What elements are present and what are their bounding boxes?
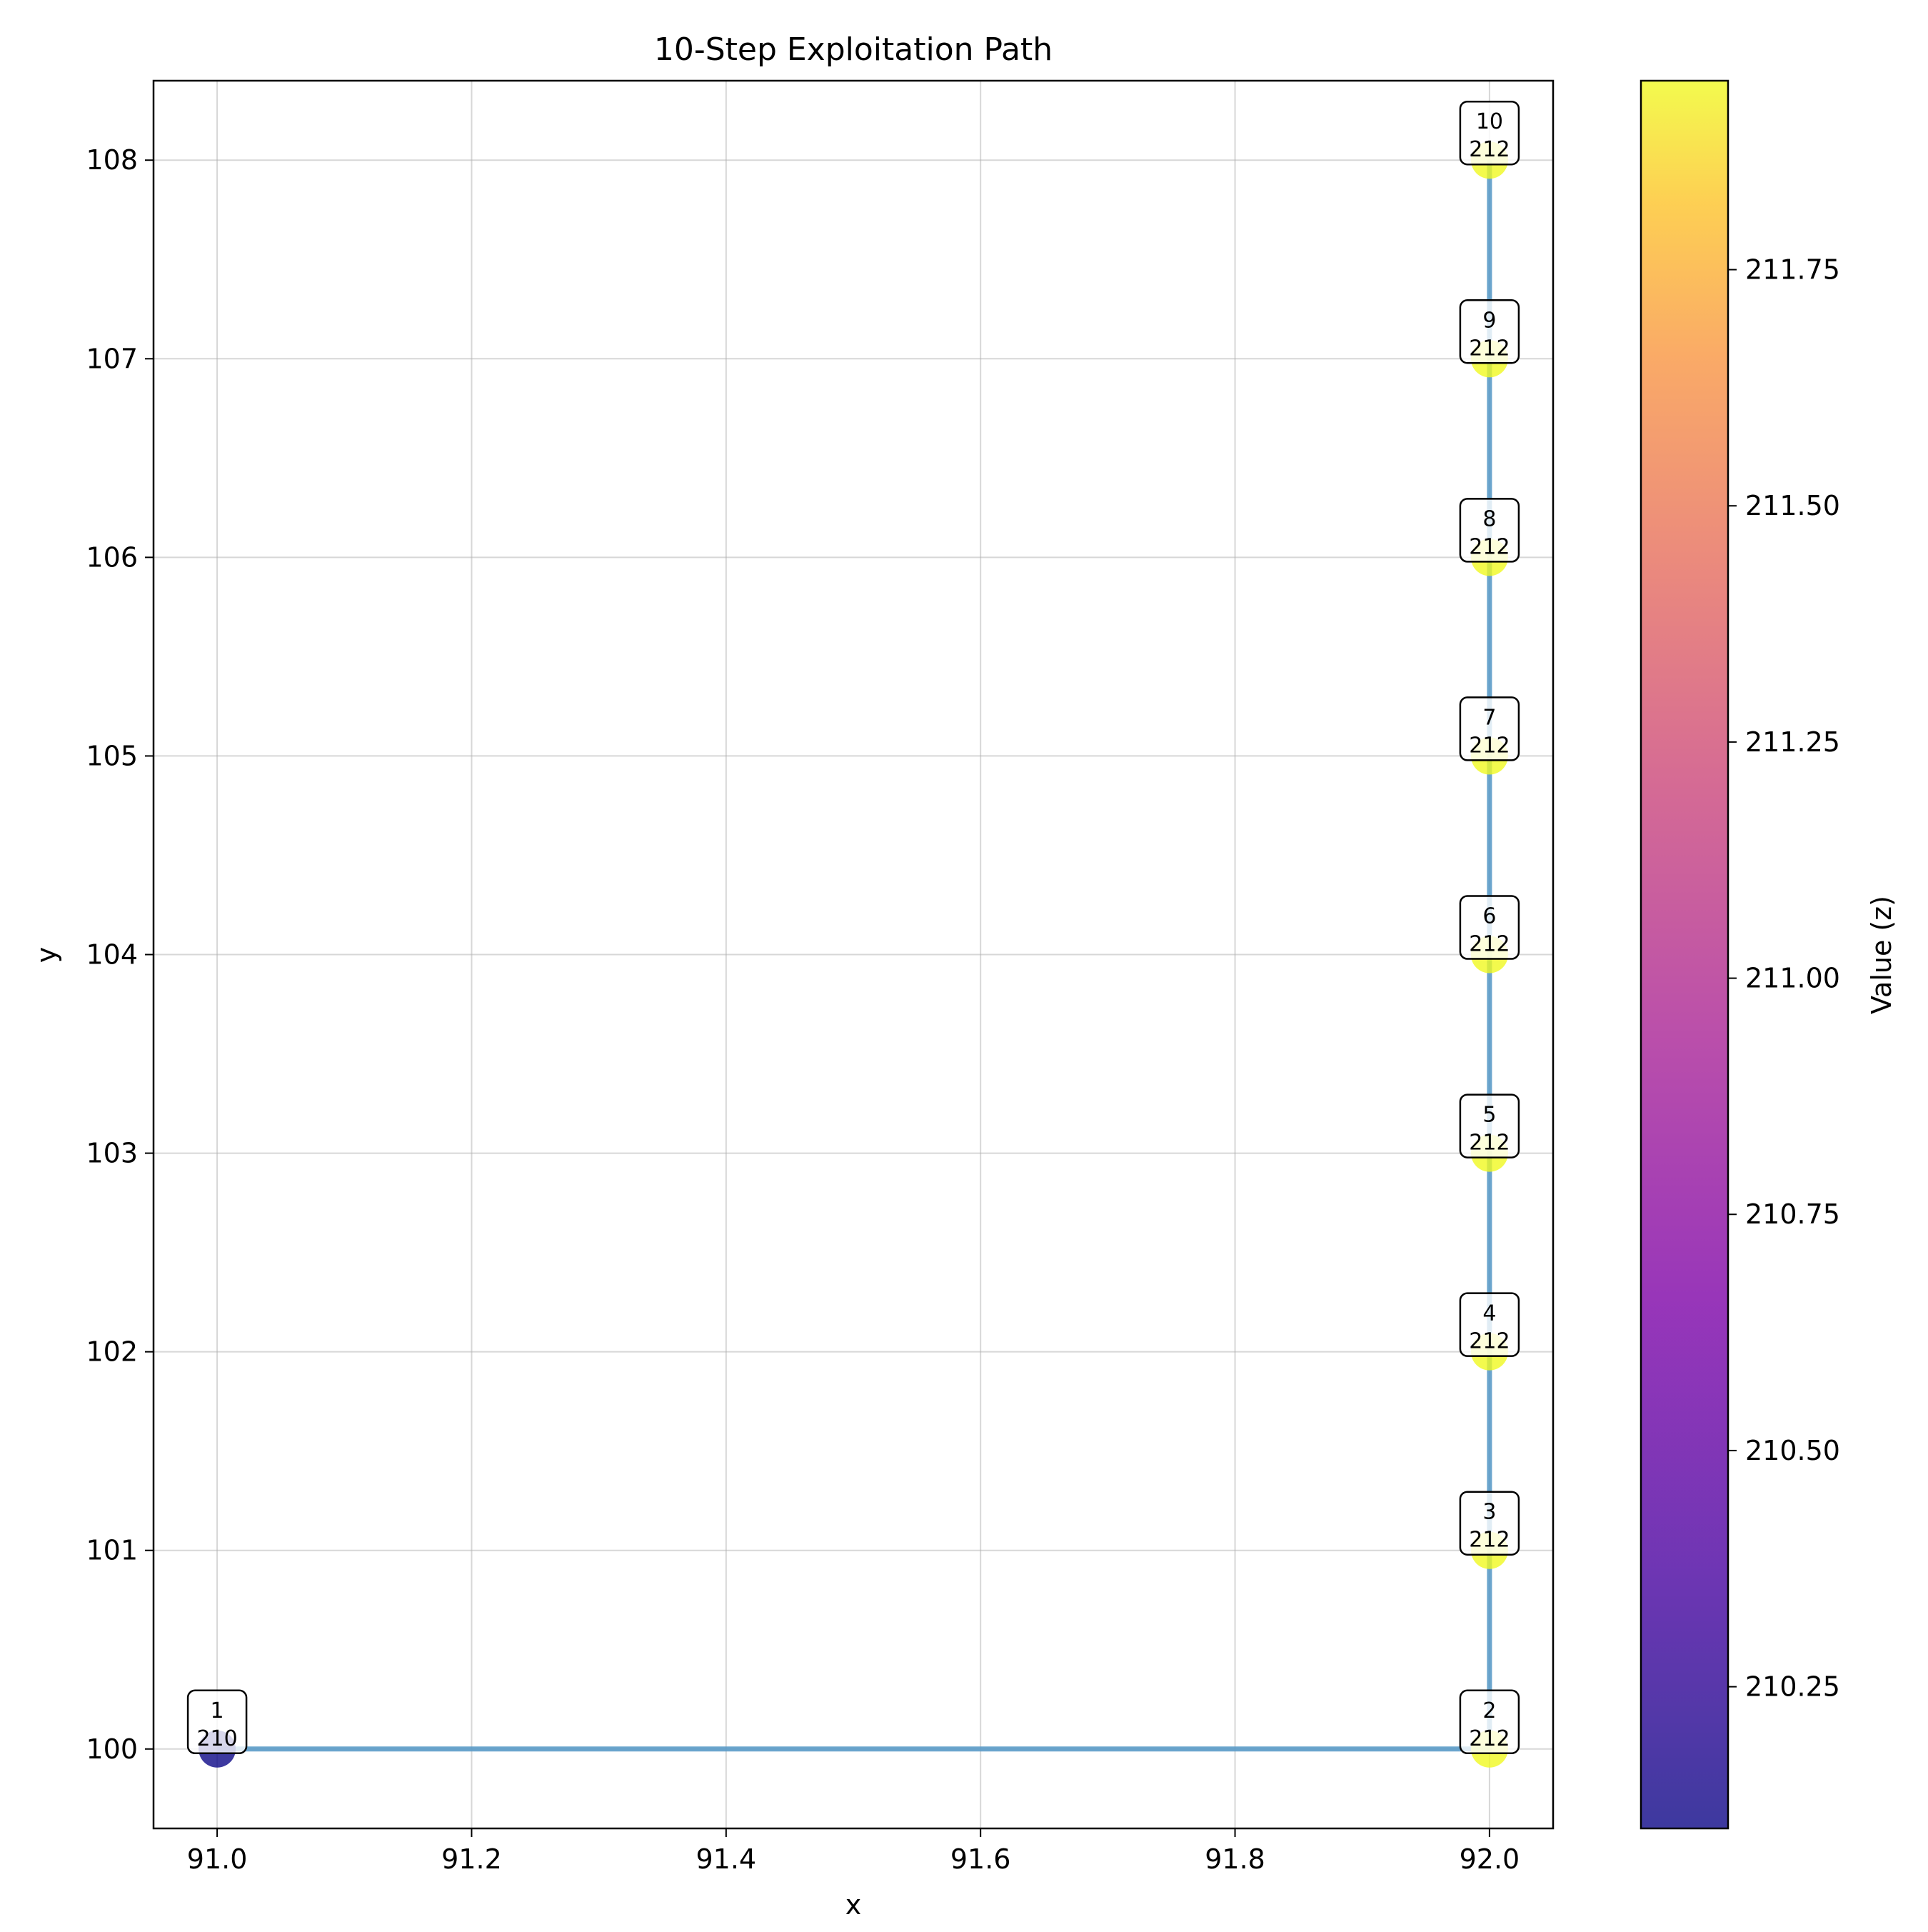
x-tick-label: 91.0 <box>187 1843 248 1875</box>
annotation-value: 212 <box>1469 1131 1510 1156</box>
y-tick-label: 108 <box>86 144 138 176</box>
chart-title: 10-Step Exploitation Path <box>654 31 1053 68</box>
y-tick-label: 106 <box>86 541 138 573</box>
annotation-value: 212 <box>1469 932 1510 957</box>
annotation-value: 212 <box>1469 336 1510 361</box>
x-tick-label: 91.2 <box>441 1843 502 1875</box>
annotation-box <box>1459 1292 1520 1357</box>
point-labels: 1210221232124212521262127212821292121021… <box>186 100 1520 1755</box>
colorbar-tick-label: 211.50 <box>1745 490 1840 521</box>
colorbar-tick-label: 210.75 <box>1745 1198 1840 1230</box>
x-tick-label: 91.4 <box>696 1843 757 1875</box>
annotation-box <box>1459 100 1520 166</box>
y-axis-label: y <box>31 947 62 964</box>
colorbar-ticks: 210.25 210.50 210.75 211.00 211.25 211.50 211.… <box>1728 254 1840 1703</box>
y-tick-label: 103 <box>86 1138 138 1169</box>
annotation-step: 1 <box>211 1698 224 1723</box>
y-tick-label: 100 <box>86 1733 138 1765</box>
annotation-step: 3 <box>1482 1500 1496 1525</box>
annotation-box <box>1459 498 1520 563</box>
grid-lines <box>154 81 1553 1828</box>
annotation-step: 5 <box>1482 1103 1496 1128</box>
annotation-box <box>186 1689 248 1755</box>
path-lines <box>217 160 1492 1752</box>
annotation-box <box>1459 1689 1520 1755</box>
x-tick-label: 91.8 <box>1205 1843 1265 1875</box>
annotation-step: 6 <box>1482 904 1496 929</box>
annotation-step: 4 <box>1482 1301 1496 1326</box>
annotation-value: 212 <box>1469 733 1510 758</box>
colorbar-tick-label: 211.25 <box>1745 726 1840 758</box>
annotation-step: 7 <box>1482 705 1496 730</box>
annotation-step: 9 <box>1482 308 1496 333</box>
annotation-value: 212 <box>1469 1329 1510 1354</box>
x-axis-ticks: 91.0 91.2 91.4 91.6 91.8 92.0 <box>187 1828 1520 1875</box>
x-tick-label: 92.0 <box>1460 1843 1520 1875</box>
colorbar-label: Value (z) <box>1866 896 1897 1014</box>
annotation-box <box>1459 1093 1520 1158</box>
colorbar-tick-label: 211.00 <box>1745 963 1840 994</box>
colorbar-tick-label: 211.75 <box>1745 254 1840 286</box>
colorbar <box>1640 79 1729 1830</box>
annotation-step: 2 <box>1482 1698 1496 1723</box>
annotation-value: 212 <box>1469 137 1510 162</box>
annotation-box <box>1459 299 1520 364</box>
colorbar-tick-label: 210.25 <box>1745 1671 1840 1703</box>
colorbar-tick-label: 210.50 <box>1745 1435 1840 1466</box>
y-axis-ticks: 100 101 102 103 104 105 106 107 108 <box>86 144 154 1765</box>
x-axis-label: x <box>845 1889 862 1921</box>
y-tick-label: 107 <box>86 343 138 374</box>
y-tick-label: 105 <box>86 740 138 771</box>
annotation-box <box>1459 1491 1520 1556</box>
annotation-step: 8 <box>1482 506 1496 531</box>
annotation-value: 212 <box>1469 534 1510 559</box>
y-tick-label: 101 <box>86 1535 138 1566</box>
y-tick-label: 102 <box>86 1336 138 1368</box>
annotation-box <box>1459 696 1520 761</box>
annotation-step: 10 <box>1476 109 1503 134</box>
x-tick-label: 91.6 <box>950 1843 1011 1875</box>
annotation-value: 210 <box>196 1726 237 1751</box>
y-tick-label: 104 <box>86 939 138 971</box>
path-line <box>217 160 1492 1752</box>
annotation-value: 212 <box>1469 1528 1510 1553</box>
annotation-value: 212 <box>1469 1726 1510 1751</box>
annotation-box <box>1459 895 1520 960</box>
